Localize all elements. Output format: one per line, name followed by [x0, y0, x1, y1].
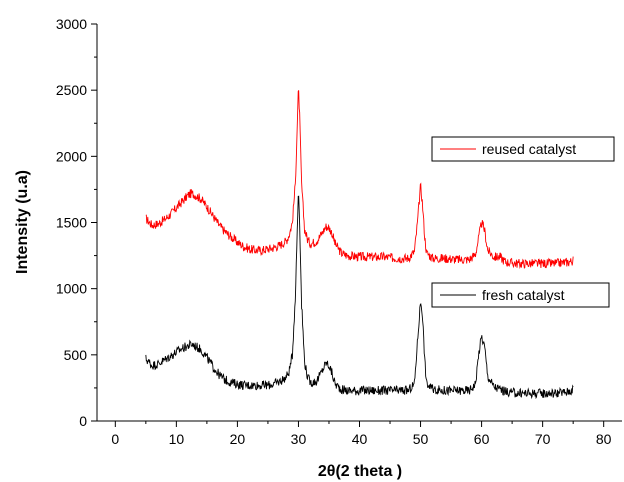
x-ticks: 0 10 20 30 40 50 60 70 80	[111, 421, 612, 447]
x-tick-label: 40	[352, 431, 368, 447]
x-tick-label: 70	[535, 431, 551, 447]
y-ticks: 0 500 1000 1500 2000 2500 3000	[56, 16, 97, 429]
x-tick-label: 30	[291, 431, 307, 447]
x-tick-label: 20	[230, 431, 246, 447]
y-tick-label: 1000	[56, 281, 87, 297]
series-line-reused-catalyst	[145, 90, 574, 270]
legend-label-reused: reused catalyst	[482, 141, 576, 157]
y-tick-label: 2500	[56, 82, 87, 98]
y-axis-title: Intensity (u.a)	[14, 170, 31, 274]
y-tick-label: 1500	[56, 215, 87, 231]
legend-fresh: fresh catalyst	[431, 282, 610, 308]
y-tick-label: 500	[64, 347, 88, 363]
x-axis-title: 2θ(2 theta )	[318, 463, 402, 480]
series-line-fresh-catalyst	[145, 195, 574, 400]
series-layer	[145, 90, 574, 400]
x-tick-label: 50	[413, 431, 429, 447]
y-tick-label: 2000	[56, 148, 87, 164]
legend-reused: reused catalyst	[431, 136, 615, 162]
x-tick-label: 60	[474, 431, 490, 447]
y-tick-label: 3000	[56, 16, 87, 32]
legend-label-fresh: fresh catalyst	[482, 287, 565, 303]
x-tick-label: 80	[596, 431, 612, 447]
x-tick-label: 10	[169, 431, 185, 447]
x-tick-label: 0	[111, 431, 119, 447]
y-tick-label: 0	[79, 413, 87, 429]
